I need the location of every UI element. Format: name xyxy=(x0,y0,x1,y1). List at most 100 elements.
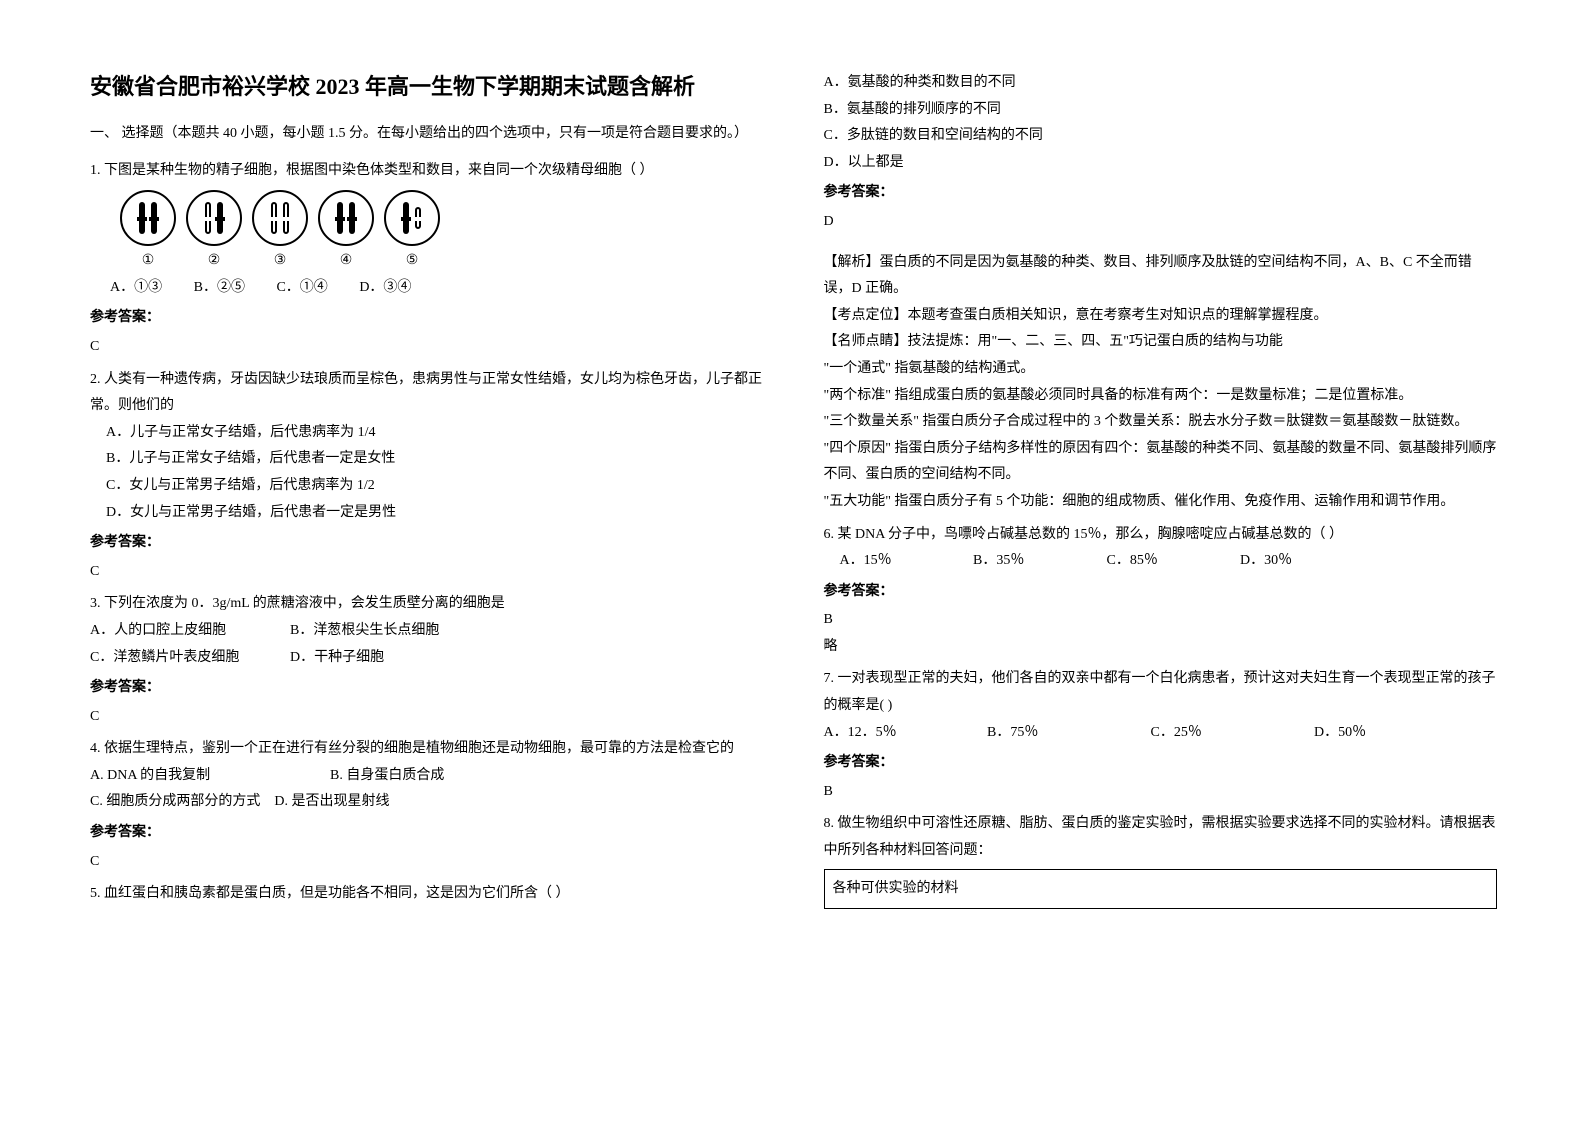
q6-opt-d: D．30％ xyxy=(1240,548,1370,575)
q2-text: 2. 人类有一种遗传病，牙齿因缺少珐琅质而呈棕色，患病男性与正常女性结婚，女儿均… xyxy=(90,367,764,420)
chrom-icon xyxy=(337,202,343,234)
q5-analysis-7: "四个原因" 指蛋白质分子结构多样性的原因有四个：氨基酸的种类不同、氨基酸的数量… xyxy=(824,436,1498,489)
label-4: ④ xyxy=(318,248,374,275)
q7-opt-d: D．50％ xyxy=(1314,720,1474,747)
question-4: 4. 依据生理特点，鉴别一个正在进行有丝分裂的细胞是植物细胞还是动物细胞，最可靠… xyxy=(90,736,764,875)
q1-answer-label: 参考答案： xyxy=(90,305,764,332)
q2-answer-label: 参考答案： xyxy=(90,530,764,557)
q7-text: 7. 一对表现型正常的夫妇，他们各自的双亲中都有一个白化病患者，预计这对夫妇生育… xyxy=(824,666,1498,719)
q5-analysis-4: "一个通式" 指氨基酸的结构通式。 xyxy=(824,356,1498,383)
chrom-icon xyxy=(403,202,409,234)
question-5-stem: 5. 血红蛋白和胰岛素都是蛋白质，但是功能各不相同，这是因为它们所含（ ） xyxy=(90,881,764,908)
label-3: ③ xyxy=(252,248,308,275)
q1-opt-c: C．①④ xyxy=(276,280,327,295)
q8-table-header: 各种可供实验的材料 xyxy=(833,876,1489,903)
q7-answer: B xyxy=(824,779,1498,806)
q3-opt-c: C．洋葱鳞片叶表皮细胞 xyxy=(90,645,290,672)
q5-analysis-2: 【考点定位】本题考查蛋白质相关知识，意在考察考生对知识点的理解掌握程度。 xyxy=(824,303,1498,330)
q4-opt-d: D. 是否出现星射线 xyxy=(274,794,389,809)
q1-opt-a: A．①③ xyxy=(110,280,162,295)
chrom-icon xyxy=(349,202,355,234)
q3-answer: C xyxy=(90,704,764,731)
chrom-icon xyxy=(283,202,289,234)
label-1: ① xyxy=(120,248,176,275)
left-column: 安徽省合肥市裕兴学校 2023 年高一生物下学期期末试题含解析 一、 选择题（本… xyxy=(90,70,764,909)
q1-answer: C xyxy=(90,334,764,361)
chrom-icon xyxy=(205,202,211,234)
chrom-icon xyxy=(151,202,157,234)
question-7: 7. 一对表现型正常的夫妇，他们各自的双亲中都有一个白化病患者，预计这对夫妇生育… xyxy=(824,666,1498,805)
q5-opt-c: C．多肽链的数目和空间结构的不同 xyxy=(824,123,1498,150)
q3-opt-a: A．人的口腔上皮细胞 xyxy=(90,618,290,645)
q5-opt-d: D．以上都是 xyxy=(824,150,1498,177)
q4-options-row2: C. 细胞质分成两部分的方式 D. 是否出现星射线 xyxy=(90,789,764,816)
q2-opt-d: D．女儿与正常男子结婚，后代患者一定是男性 xyxy=(90,500,764,527)
q7-opt-b: B．75％ xyxy=(987,720,1147,747)
cell-2 xyxy=(186,190,242,246)
question-5-cont: A．氨基酸的种类和数目的不同 B．氨基酸的排列顺序的不同 C．多肽链的数目和空间… xyxy=(824,70,1498,516)
q1-figure xyxy=(120,190,764,246)
label-2: ② xyxy=(186,248,242,275)
question-3: 3. 下列在浓度为 0．3g/mL 的蔗糖溶液中，会发生质壁分离的细胞是 A．人… xyxy=(90,591,764,730)
q5-analysis-5: "两个标准" 指组成蛋白质的氨基酸必须同时具备的标准有两个：一是数量标准；二是位… xyxy=(824,383,1498,410)
q7-answer-label: 参考答案： xyxy=(824,750,1498,777)
q1-options: A．①③ B．②⑤ C．①④ D．③④ xyxy=(110,275,764,302)
section-1-label: 一、 选择题（本题共 40 小题，每小题 1.5 分。在每小题给出的四个选项中，… xyxy=(90,121,764,148)
chrom-icon xyxy=(415,207,421,229)
document-title: 安徽省合肥市裕兴学校 2023 年高一生物下学期期末试题含解析 xyxy=(90,70,764,103)
q7-opt-c: C．25％ xyxy=(1151,720,1311,747)
q5-analysis-1: 【解析】蛋白质的不同是因为氨基酸的种类、数目、排列顺序及肽链的空间结构不同，A、… xyxy=(824,250,1498,303)
q2-answer: C xyxy=(90,559,764,586)
cell-4 xyxy=(318,190,374,246)
q6-answer-label: 参考答案： xyxy=(824,579,1498,606)
right-column: A．氨基酸的种类和数目的不同 B．氨基酸的排列顺序的不同 C．多肽链的数目和空间… xyxy=(824,70,1498,909)
q3-answer-label: 参考答案： xyxy=(90,675,764,702)
chrom-icon xyxy=(139,202,145,234)
q8-table: 各种可供实验的材料 xyxy=(824,869,1498,910)
q3-opt-d: D．干种子细胞 xyxy=(290,645,764,672)
q4-answer: C xyxy=(90,849,764,876)
q5-text: 5. 血红蛋白和胰岛素都是蛋白质，但是功能各不相同，这是因为它们所含（ ） xyxy=(90,881,764,908)
q1-figure-labels: ① ② ③ ④ ⑤ xyxy=(120,248,764,275)
q1-opt-b: B．②⑤ xyxy=(194,280,245,295)
q2-opt-a: A．儿子与正常女子结婚，后代患病率为 1/4 xyxy=(90,420,764,447)
q6-opt-a: A．15％ xyxy=(840,548,970,575)
q8-text: 8. 做生物组织中可溶性还原糖、脂肪、蛋白质的鉴定实验时，需根据实验要求选择不同… xyxy=(824,811,1498,864)
q6-options: A．15％ B．35％ C．85％ D．30％ xyxy=(824,548,1498,575)
q6-answer: B xyxy=(824,607,1498,634)
label-5: ⑤ xyxy=(384,248,440,275)
cell-3 xyxy=(252,190,308,246)
q4-opt-b: B. 自身蛋白质合成 xyxy=(330,763,764,790)
q5-opt-b: B．氨基酸的排列顺序的不同 xyxy=(824,97,1498,124)
q3-text: 3. 下列在浓度为 0．3g/mL 的蔗糖溶液中，会发生质壁分离的细胞是 xyxy=(90,591,764,618)
question-6: 6. 某 DNA 分子中，鸟嘌呤占碱基总数的 15％，那么，胸腺嘧啶应占碱基总数… xyxy=(824,522,1498,661)
q6-opt-c: C．85％ xyxy=(1107,548,1237,575)
chrom-icon xyxy=(271,202,277,234)
q4-opt-a: A. DNA 的自我复制 xyxy=(90,763,330,790)
q5-analysis-8: "五大功能" 指蛋白质分子有 5 个功能：细胞的组成物质、催化作用、免疫作用、运… xyxy=(824,489,1498,516)
q6-opt-b: B．35％ xyxy=(973,548,1103,575)
q4-opt-c: C. 细胞质分成两部分的方式 xyxy=(90,794,260,809)
q3-options: A．人的口腔上皮细胞 B．洋葱根尖生长点细胞 C．洋葱鳞片叶表皮细胞 D．干种子… xyxy=(90,618,764,671)
q7-opt-a: A．12．5％ xyxy=(824,720,984,747)
q2-opt-b: B．儿子与正常女子结婚，后代患者一定是女性 xyxy=(90,446,764,473)
q5-opt-a: A．氨基酸的种类和数目的不同 xyxy=(824,70,1498,97)
cell-5 xyxy=(384,190,440,246)
cell-1 xyxy=(120,190,176,246)
q5-analysis-6: "三个数量关系" 指蛋白质分子合成过程中的 3 个数量关系：脱去水分子数＝肽键数… xyxy=(824,409,1498,436)
q3-opt-b: B．洋葱根尖生长点细胞 xyxy=(290,618,764,645)
q2-opt-c: C．女儿与正常男子结婚，后代患病率为 1/2 xyxy=(90,473,764,500)
q6-text: 6. 某 DNA 分子中，鸟嘌呤占碱基总数的 15％，那么，胸腺嘧啶应占碱基总数… xyxy=(824,522,1498,549)
q5-analysis-3: 【名师点睛】技法提炼：用"一、二、三、四、五"巧记蛋白质的结构与功能 xyxy=(824,329,1498,356)
q5-answer-label: 参考答案： xyxy=(824,180,1498,207)
q4-answer-label: 参考答案： xyxy=(90,820,764,847)
question-8: 8. 做生物组织中可溶性还原糖、脂肪、蛋白质的鉴定实验时，需根据实验要求选择不同… xyxy=(824,811,1498,909)
q4-options-row1: A. DNA 的自我复制 B. 自身蛋白质合成 xyxy=(90,763,764,790)
page-container: 安徽省合肥市裕兴学校 2023 年高一生物下学期期末试题含解析 一、 选择题（本… xyxy=(90,70,1497,909)
q1-opt-d: D．③④ xyxy=(359,280,411,295)
q6-extra: 略 xyxy=(824,634,1498,661)
q7-options: A．12．5％ B．75％ C．25％ D．50％ xyxy=(824,720,1498,747)
q4-text: 4. 依据生理特点，鉴别一个正在进行有丝分裂的细胞是植物细胞还是动物细胞，最可靠… xyxy=(90,736,764,763)
chrom-icon xyxy=(217,202,223,234)
question-2: 2. 人类有一种遗传病，牙齿因缺少珐琅质而呈棕色，患病男性与正常女性结婚，女儿均… xyxy=(90,367,764,586)
